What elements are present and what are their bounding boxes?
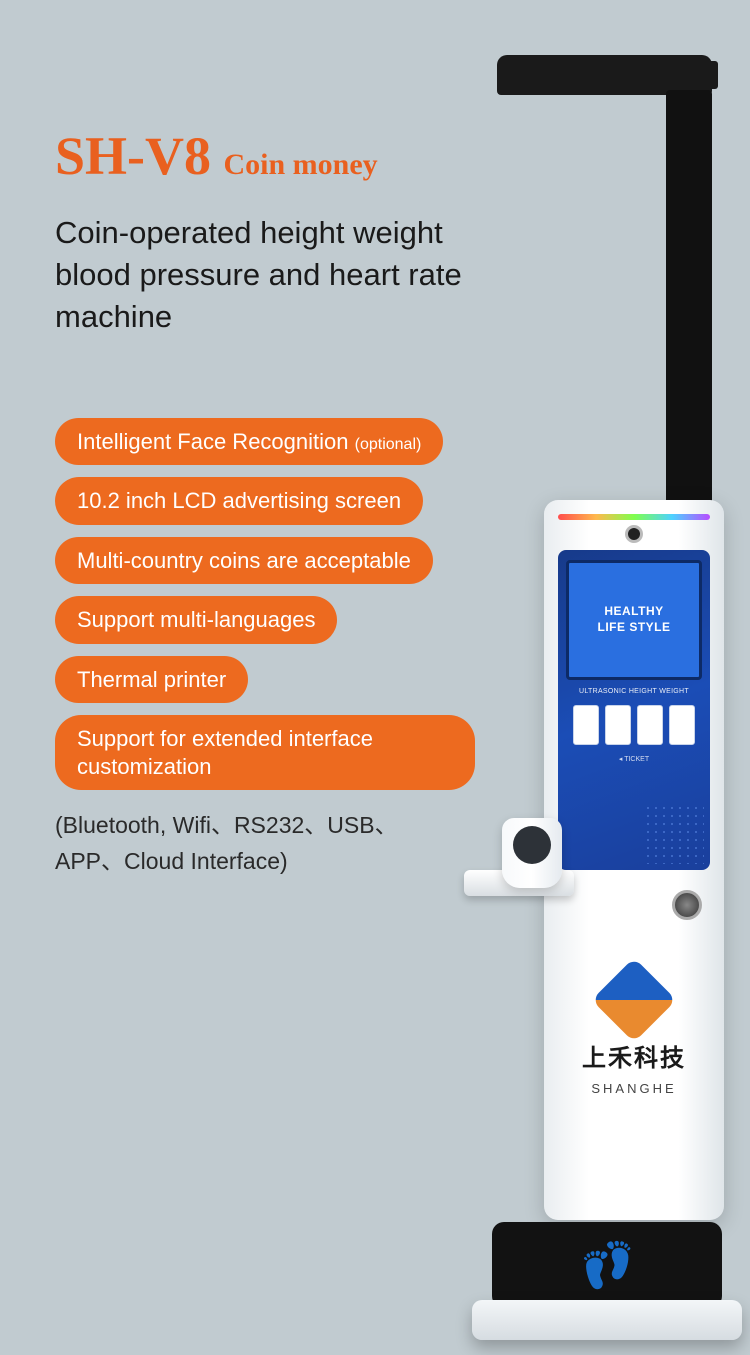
panel-button [573,705,599,745]
feature-suffix: (optional) [355,436,422,453]
feature-list: Intelligent Face Recognition (optional) … [55,418,505,791]
logo-cn: 上禾科技 [582,1038,686,1073]
height-sensor [497,55,712,95]
footprint-icon: 👣 [580,1239,635,1291]
product-title: SH-V8 Coin money [55,125,505,187]
feature-pill: Multi-country coins are acceptable [55,537,433,585]
feature-pill: Intelligent Face Recognition (optional) [55,418,443,466]
feature-pill: Thermal printer [55,656,248,704]
feature-pill: Support multi-languages [55,596,337,644]
interfaces-note: (Bluetooth, Wifi、RS232、USB、APP、Cloud Int… [55,808,455,879]
feature-text: 10.2 inch LCD advertising screen [77,488,401,513]
ticket-slot-label: ◂ TICKET [566,755,702,763]
feature-pill: Support for extended interface customiza… [55,715,475,790]
feature-text: Support multi-languages [77,607,315,632]
title-sub: Coin money [223,148,377,181]
camera-icon [628,528,640,540]
base-platform [472,1300,742,1340]
feature-text: Support for extended interface customiza… [77,726,373,779]
title-main: SH-V8 [55,126,211,186]
subtitle: Coin-operated height weight blood pressu… [55,212,475,338]
screen-text: HEALTHY LIFE STYLE [597,604,670,635]
panel-label: ULTRASONIC HEIGHT WEIGHT [566,688,702,695]
coin-slot-icon [672,890,702,920]
control-panel: HEALTHY LIFE STYLE ULTRASONIC HEIGHT WEI… [558,550,710,870]
bp-cuff [502,818,562,888]
logo-mark-icon [592,958,677,1043]
device-body: HEALTHY LIFE STYLE ULTRASONIC HEIGHT WEI… [544,500,724,1220]
panel-pattern [644,804,704,864]
panel-button [605,705,631,745]
logo-en: SHANGHE [591,1081,676,1096]
panel-button [669,705,695,745]
feature-text: Multi-country coins are acceptable [77,548,411,573]
panel-buttons [566,705,702,745]
led-strip [558,514,710,520]
brand-logo: 上禾科技 SHANGHE [544,970,724,1096]
device-neck [666,90,712,510]
scale-base: 👣 [472,1210,742,1340]
feature-pill: 10.2 inch LCD advertising screen [55,477,423,525]
feature-text: Thermal printer [77,667,226,692]
foot-pad: 👣 [492,1222,722,1308]
lcd-screen: HEALTHY LIFE STYLE [566,560,702,680]
panel-button [637,705,663,745]
feature-text: Intelligent Face Recognition [77,429,349,454]
